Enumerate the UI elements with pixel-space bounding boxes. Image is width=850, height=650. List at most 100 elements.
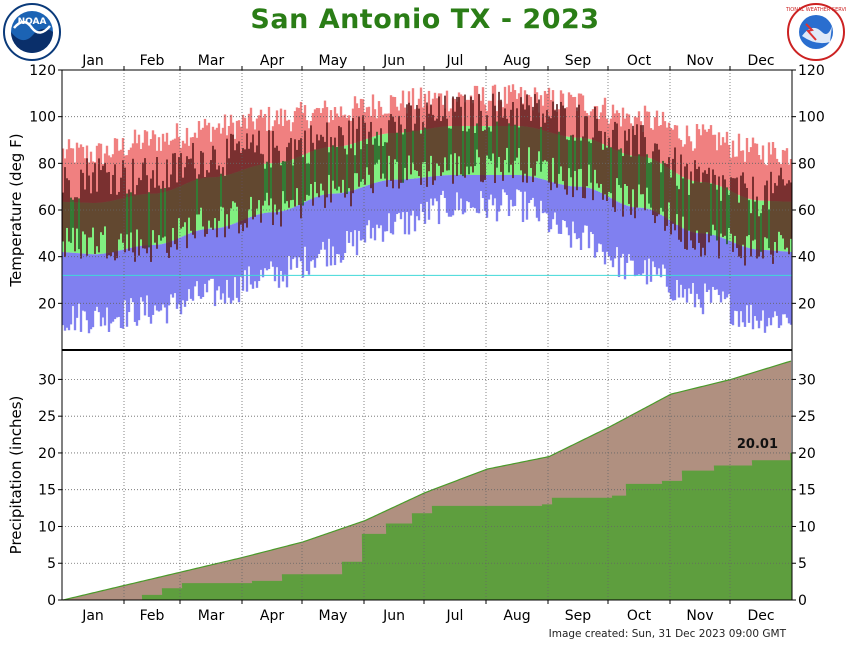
record-low-bar (437, 175, 441, 225)
record-high-bar (193, 132, 197, 181)
record-low-bar (633, 207, 637, 277)
record-high-bar (99, 143, 103, 203)
observed-temp-bar (492, 93, 494, 154)
record-low-bar (281, 211, 285, 282)
record-low-bar (431, 176, 435, 206)
record-low-bar (443, 175, 447, 198)
observed-temp-bar (162, 180, 164, 238)
observed-temp-bar (164, 188, 166, 237)
normal-precip-area (63, 361, 791, 600)
observed-temp-bar (594, 106, 596, 170)
record-high-bar (297, 107, 301, 157)
normal-range-bar (441, 126, 445, 176)
record-high-bar (777, 162, 781, 202)
normal-range-bar (783, 201, 787, 252)
record-low-bar (583, 187, 587, 226)
record-high-bar (125, 155, 129, 198)
observed-temp-bar (340, 127, 342, 193)
record-high-bar (327, 122, 331, 148)
record-low-bar (681, 228, 685, 298)
record-high-bar (95, 145, 99, 203)
record-high-bar (195, 137, 199, 180)
observed-temp-bar (454, 111, 456, 154)
record-high-bar (89, 151, 93, 203)
observed-temp-bar (156, 157, 158, 249)
record-high-bar (223, 114, 227, 176)
observed-temp-bar (668, 157, 670, 203)
record-high-bar (339, 106, 343, 147)
temp-tick-label-left: 100 (29, 110, 56, 126)
observed-temp-bar (138, 177, 140, 256)
record-low-bar (289, 208, 293, 270)
temp-tick-label-left: 20 (38, 296, 56, 312)
record-low-bar (331, 193, 335, 247)
normal-range-bar (657, 162, 661, 214)
normal-range-bar (631, 155, 635, 208)
record-low-bar (607, 197, 611, 257)
record-high-bar (551, 90, 555, 134)
observed-temp-bar (520, 97, 522, 171)
normal-range-bar (225, 175, 229, 227)
record-high-bar (395, 106, 399, 133)
observed-temp-bar (790, 182, 792, 239)
observed-temp-bar (470, 96, 472, 167)
record-low-bar (313, 197, 317, 268)
record-low-bar (507, 175, 511, 217)
normal-range-bar (283, 161, 287, 211)
record-high-bar (305, 120, 309, 154)
record-high-bar (245, 128, 249, 169)
observed-temp-bar (650, 162, 652, 208)
record-low-bar (167, 242, 171, 306)
record-high-bar (495, 111, 499, 126)
observed-temp-bar (148, 192, 150, 248)
normal-range-bar (627, 155, 631, 207)
month-label-top: Dec (747, 53, 774, 69)
normal-range-bar (475, 126, 479, 175)
record-high-bar (413, 109, 417, 132)
record-high-bar (725, 131, 729, 190)
record-low-bar (175, 239, 179, 309)
record-high-bar (269, 130, 273, 164)
normal-range-bar (101, 202, 105, 254)
observed-temp-bar (702, 172, 704, 248)
normal-range-bar (371, 136, 375, 184)
normal-range-bar (611, 148, 615, 200)
normal-range-bar (737, 195, 741, 245)
record-low-bar (561, 184, 565, 221)
precip-tick-label-right: 30 (798, 372, 816, 388)
record-high-bar (69, 148, 73, 203)
record-low-bar (789, 251, 793, 325)
record-high-bar (567, 92, 571, 137)
record-low-bar (727, 240, 731, 295)
record-low-bar (461, 175, 465, 215)
record-low-bar (189, 233, 193, 299)
observed-temp-bar (96, 191, 98, 247)
normal-range-bar (159, 192, 163, 245)
normal-range-bar (393, 133, 397, 180)
record-low-bar (399, 179, 403, 220)
normal-range-bar (643, 156, 647, 209)
observed-temp-bar (208, 172, 210, 221)
record-high-bar (187, 145, 191, 183)
observed-temp-bar (636, 124, 638, 208)
record-high-bar (267, 106, 271, 164)
record-low-bar (465, 175, 469, 202)
observed-temp-bar (446, 118, 448, 171)
record-high-bar (523, 90, 527, 127)
record-low-bar (73, 252, 77, 331)
record-high-bar (679, 139, 683, 176)
normal-range-bar (477, 126, 481, 175)
observed-temp-bar (598, 130, 600, 188)
observed-temp-bar (706, 173, 708, 233)
record-low-bar (129, 247, 133, 299)
normal-range-bar (411, 131, 415, 179)
record-high-bar (165, 132, 169, 192)
record-low-bar (741, 246, 745, 323)
observed-temp-bar (386, 142, 388, 187)
normal-range-bar (329, 147, 333, 194)
record-high-bar (149, 139, 153, 194)
record-low-bar (713, 235, 717, 290)
normal-range-bar (345, 145, 349, 192)
normal-range-bar (425, 129, 429, 178)
observed-temp-bar (778, 175, 780, 232)
